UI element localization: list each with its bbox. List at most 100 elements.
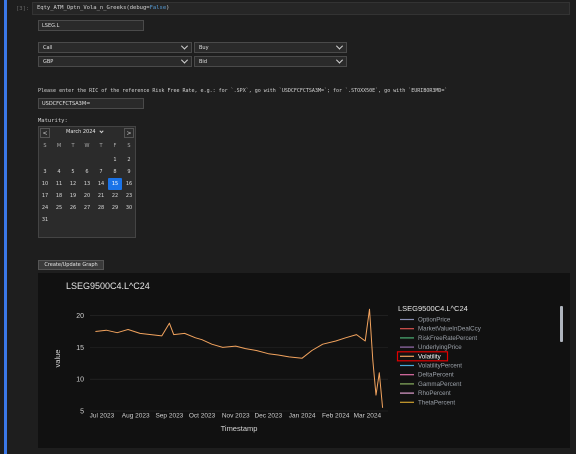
legend-scrollbar[interactable] [560,306,563,342]
chevron-down-icon [180,42,189,50]
legend-item-label: OptionPrice [418,317,451,324]
legend-item-label: RiskFreeRatePercent [418,335,477,342]
x-tick-label: Nov 2023 [222,413,250,420]
calendar-dow-label: F [113,143,117,149]
rfr-prompt-text: Please enter the RIC of the reference Ri… [38,88,448,94]
chevron-down-icon [335,56,344,64]
plot-area[interactable]: LSEG9500C4.L^C24 5 10 15 20 Jul 2023 Aug 2023 S… [38,273,570,448]
legend-item-label: ThetaPercent [418,399,455,406]
x-axis-label: Timestamp [221,424,258,433]
calendar-nav: < March 2024 > [40,128,134,139]
currency-value: GBP [43,58,54,65]
calendar-day[interactable]: 16 [125,181,133,187]
x-tick-label: Jan 2024 [289,413,316,420]
next-month-button[interactable]: > [124,128,134,138]
calendar-day[interactable]: 24 [41,205,49,211]
cell-prompt: [3]: [16,6,30,12]
calendar-day[interactable]: 19 [69,193,77,199]
month-label: March 2024 [66,129,96,135]
code-cell-input[interactable] [32,2,570,15]
x-tick-label: Jul 2023 [90,413,115,420]
calendar-dow-label: T [71,143,75,149]
calendar-day[interactable]: 12 [69,181,77,187]
calendar-day[interactable]: 14 [97,181,105,187]
rfr-input[interactable]: USDCFCFCTSA3M= [38,98,144,109]
calendar-day[interactable]: 5 [71,169,75,175]
chevron-down-icon [98,128,104,133]
legend-title: LSEG9500C4.L^C24 [398,304,468,313]
calendar-day[interactable]: 1 [113,157,117,163]
y-tick-label: 5 [80,409,84,416]
y-tick-label: 15 [76,345,84,352]
cell-active-bar [4,0,7,454]
calendar-day[interactable]: 18 [55,193,63,199]
calendar-day[interactable]: 28 [97,205,105,211]
chevron-down-icon [335,42,344,50]
calendar-day-selected[interactable]: 15 [108,178,122,190]
chart-title: LSEG9500C4.L^C24 [66,281,150,291]
series-line-volatility [95,308,384,408]
calendar-dow-label: T [99,143,103,149]
calendar-day[interactable]: 10 [41,181,49,187]
calendar-dow-label: S [127,143,131,149]
option-type-value: Call [43,44,53,51]
ric-input-value: LSEG.L [42,22,60,29]
calendar-day[interactable]: 22 [111,193,119,199]
month-select[interactable]: March 2024 [66,128,104,135]
calendar-day[interactable]: 17 [41,193,49,199]
calendar-day[interactable]: 6 [85,169,89,175]
chevron-left-icon: < [42,129,48,137]
calendar-day[interactable]: 31 [41,217,49,223]
calendar-day[interactable]: 23 [125,193,133,199]
y-tick-label: 20 [76,313,84,320]
legend-item-label: RhoPercent [418,390,451,397]
calendar-day[interactable]: 30 [125,205,133,211]
y-axis-label: value [53,350,62,368]
legend-item-label: UnderlyingPrice [418,344,462,351]
calendar-day[interactable]: 4 [57,169,61,175]
price-side-dropdown[interactable]: Bid [194,56,347,67]
calendar-day[interactable]: 13 [83,181,91,187]
prev-month-button[interactable]: < [40,128,50,138]
calendar-day[interactable]: 8 [113,169,117,175]
calendar-day[interactable]: 2 [127,157,131,163]
calendar-day[interactable]: 27 [83,205,91,211]
calendar-day[interactable]: 20 [83,193,91,199]
side-dropdown[interactable]: Buy [194,42,347,53]
calendar-day[interactable]: 9 [127,169,131,175]
x-tick-label: Feb 2024 [322,413,350,420]
maturity-label: Maturity: [38,118,68,124]
legend-highlight-box [396,351,449,362]
option-type-dropdown[interactable]: Call [38,42,192,53]
calendar-day[interactable]: 11 [55,181,63,187]
x-tick-label: Oct 2023 [189,413,216,420]
price-side-value: Bid [199,58,207,65]
calendar-day[interactable]: 26 [69,205,77,211]
chevron-down-icon [180,56,189,64]
calendar-day[interactable]: 3 [43,169,47,175]
calendar-dow-label: S [43,143,47,149]
ric-input[interactable]: LSEG.L [38,20,144,31]
side-value: Buy [199,44,209,51]
volatility-chart: LSEG9500C4.L^C24 5 10 15 20 Jul 2023 Aug 2023 S… [53,281,482,433]
currency-dropdown[interactable]: GBP [38,56,192,67]
code-close-paren: ) [166,5,170,11]
calendar-day[interactable]: 25 [55,205,63,211]
calendar-day[interactable]: 29 [111,205,119,211]
calendar-day[interactable]: 7 [99,169,103,175]
rfr-input-value: USDCFCFCTSA3M= [42,100,91,107]
calendar-dow-label: M [56,143,62,149]
create-update-graph-button[interactable]: Create/Update Graph [38,260,104,270]
x-tick-label: Dec 2023 [254,413,282,420]
y-tick-label: 10 [76,377,84,384]
chevron-right-icon: > [126,129,132,137]
code-function: Eqty_ATM_Optn_Vola_n_Greeks(debug= [37,5,150,11]
calendar-day[interactable]: 21 [97,193,105,199]
calendar-dow-label: W [84,143,90,149]
code-line: Eqty_ATM_Optn_Vola_n_Greeks(debug=False) [37,5,169,11]
legend-item-label: VolatilityPercent [418,363,462,370]
legend-item-label: MarketValueInDealCcy [418,326,482,333]
legend-item-label: DeltaPercent [418,372,454,379]
x-tick-label: Mar 2024 [354,413,382,420]
code-keyword: False [149,5,167,11]
